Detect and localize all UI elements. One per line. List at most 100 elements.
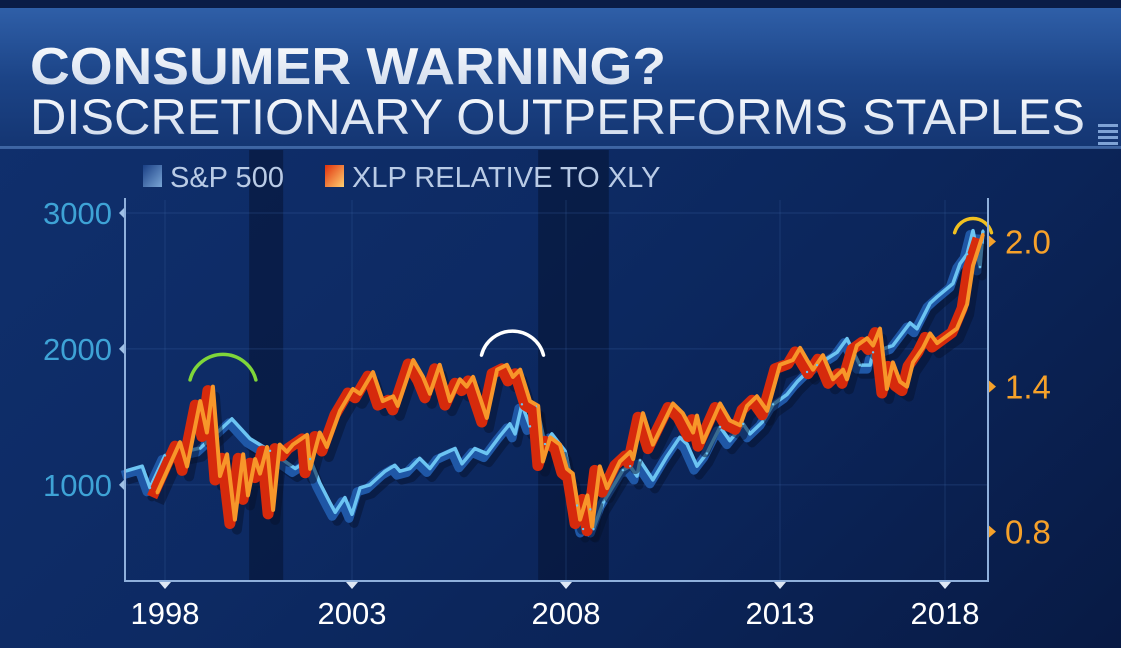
sp500-point: [333, 511, 337, 514]
ratio-point: [528, 399, 532, 403]
legend: S&P 500 XLP RELATIVE TO XLY: [143, 162, 660, 194]
ratio-point: [371, 370, 375, 374]
ratio-point: [465, 385, 469, 388]
sp500-point: [520, 403, 524, 406]
sp500-point: [163, 454, 167, 457]
ratio-point: [618, 460, 622, 463]
sp500-point: [508, 422, 512, 426]
ratio-point: [878, 327, 882, 330]
sp500-point: [485, 452, 489, 455]
ratio-point: [305, 433, 309, 437]
sp500-point: [928, 302, 932, 305]
ratio-point: [511, 375, 515, 379]
sp500-point: [293, 467, 297, 470]
ratio-point: [628, 450, 632, 454]
ratio-point: [911, 361, 915, 364]
ratio-point: [586, 493, 589, 497]
sp500-point: [678, 436, 682, 439]
ratio-point: [253, 457, 257, 461]
ratio-point: [438, 363, 442, 367]
title-line-2: DISCRETIONARY OUTPERFORMS STAPLES: [30, 89, 1085, 145]
sp500-point: [358, 486, 362, 490]
x-tick-label: 2008: [532, 596, 601, 631]
left-tick-marker: [119, 207, 124, 218]
ratio-point: [198, 399, 202, 403]
sp500-point: [350, 513, 354, 516]
x-tick-marker: [346, 582, 358, 589]
ratio-point: [885, 387, 889, 391]
sp500-point: [915, 327, 919, 330]
ratio-point: [211, 385, 215, 388]
x-tick-marker: [774, 582, 786, 589]
ratio-point: [728, 419, 732, 422]
sp500-point: [438, 454, 441, 457]
ratio-point: [831, 377, 835, 381]
sp500-point: [473, 447, 477, 450]
ratio-point: [258, 472, 262, 476]
sp500-point: [638, 459, 642, 462]
ratio-point: [518, 368, 522, 372]
ratio-point: [381, 399, 385, 403]
ratio-point: [428, 392, 432, 396]
sp500-point: [528, 425, 532, 428]
ratio-point: [845, 377, 849, 381]
sp500-point: [728, 439, 732, 442]
ratio-point: [701, 440, 705, 444]
right-tick-label: 2.0: [1005, 224, 1051, 261]
title-banner: [0, 8, 1121, 148]
banner-divider: [0, 146, 1121, 149]
ratio-point: [805, 358, 809, 362]
ratio-point: [821, 353, 825, 357]
left-tick-label: 1000: [43, 468, 112, 503]
sp500-point: [635, 474, 639, 478]
ratio-point: [271, 508, 275, 512]
ratio-point: [396, 404, 400, 408]
legend-label-sp500: S&P 500: [170, 162, 284, 194]
ratio-point: [695, 414, 699, 417]
ratio-point: [308, 467, 312, 471]
sp500-point: [543, 442, 547, 446]
left-axis-ticks: 3000 2000 1000: [43, 196, 124, 503]
sp500-point: [871, 351, 875, 354]
sp500-point: [835, 351, 839, 354]
ratio-point: [291, 443, 295, 447]
sp500-point: [651, 478, 655, 482]
ratio-point: [841, 368, 845, 372]
right-tick-marker: [989, 235, 996, 248]
ratio-point: [691, 431, 695, 434]
sp500-point: [343, 496, 347, 499]
ratio-point: [325, 445, 329, 449]
x-tick-marker: [560, 582, 572, 589]
ratio-point: [598, 464, 602, 468]
left-tick-label: 3000: [43, 196, 112, 231]
ratio-point: [318, 431, 322, 434]
ratio-point: [218, 474, 222, 478]
sp500-point: [868, 363, 872, 367]
ratio-point: [505, 363, 509, 367]
sp500-point: [589, 508, 592, 511]
ratio-point: [565, 467, 569, 471]
series-layer: [120, 228, 990, 543]
x-axis-ticks: 1998 2003 2008 2013 2018: [131, 582, 980, 631]
sp500-point: [771, 403, 775, 406]
ratio-point: [241, 452, 245, 456]
ratio-point: [421, 375, 425, 379]
sp500-point: [971, 229, 975, 232]
sp500-point: [748, 432, 752, 436]
ratio-point: [233, 518, 237, 521]
ratio-point: [558, 443, 562, 447]
ratio-point: [718, 402, 722, 405]
ratio-point: [971, 264, 975, 268]
ratio-point: [448, 399, 452, 403]
ratio-point: [458, 377, 462, 381]
ratio-point: [351, 387, 355, 391]
sp500-point: [981, 229, 985, 232]
ratio-point: [391, 394, 395, 398]
x-tick-label: 2018: [911, 596, 980, 631]
ratio-point: [536, 404, 540, 408]
ratio-point: [471, 375, 475, 379]
title-line-1: CONSUMER WARNING?: [30, 38, 666, 96]
sp500-point: [965, 252, 969, 256]
